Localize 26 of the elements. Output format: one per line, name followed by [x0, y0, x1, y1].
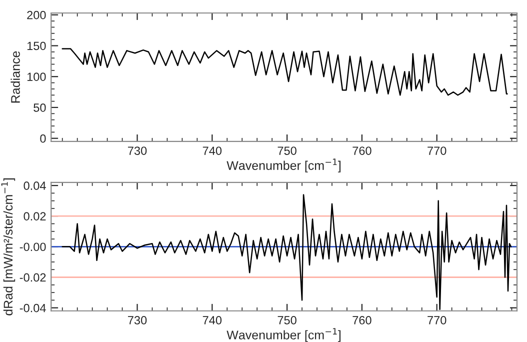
y-tick-label: 0.04 [24, 182, 46, 190]
x-tick-label: 770 [428, 316, 446, 324]
y-tick-label: 200 [27, 10, 46, 20]
y-tick-label: 100 [27, 72, 46, 81]
y-tick-label: 150 [27, 42, 46, 50]
y-tick-label: -0.00 [20, 242, 46, 252]
x-tick-label: 770 [428, 146, 446, 155]
x-tick-label: 730 [128, 146, 147, 155]
y-tick-label: 0 [40, 134, 46, 143]
y-tick-label: -0.02 [20, 273, 46, 282]
x-tick-label: 740 [202, 316, 222, 324]
x-tick-label: 750 [278, 316, 296, 324]
x-axis-title: Wavenumber [cm$^{−1}$] [226, 328, 340, 342]
x-tick-label: 730 [128, 316, 147, 324]
y-axis-title: Radiance [10, 51, 20, 103]
x-tick-label: 750 [278, 146, 296, 155]
line-series [62, 194, 512, 310]
line-series [62, 48, 508, 96]
y-tick-label: -0.04 [20, 304, 46, 312]
y-axis-title: dRad [mW/m²/ster/cm$^{−1}$] [1, 178, 16, 316]
x-axis-title: Wavenumber [cm$^{−1}$] [226, 158, 340, 172]
x-tick-label: 740 [202, 146, 222, 155]
y-tick-label: 0.02 [24, 212, 46, 220]
y-tick-label: 50 [34, 103, 46, 112]
x-tick-label: 760 [352, 146, 372, 155]
x-tick-label: 760 [352, 316, 372, 324]
